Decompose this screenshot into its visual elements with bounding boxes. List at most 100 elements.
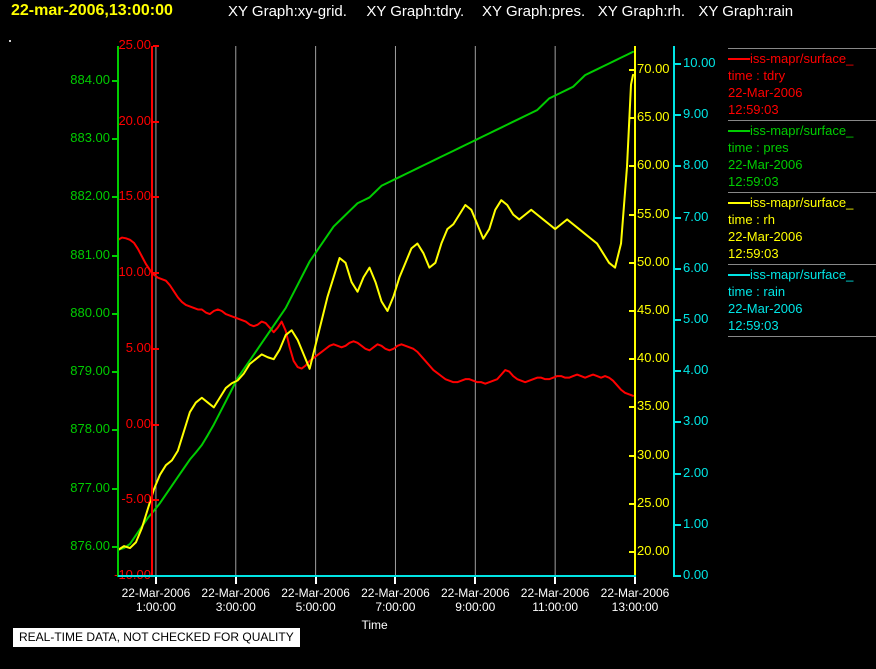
axis-tick-rh-3 xyxy=(629,406,635,409)
legend-entry-tdry[interactable]: iss-mapr/surface_ time : tdry 22-Mar-2006 1… xyxy=(728,48,876,120)
axis-line-pres xyxy=(117,46,119,577)
axis-tick-label-rh-5: 45.00 xyxy=(637,302,670,317)
axis-tick-label-pres-7: 883.00 xyxy=(70,130,110,146)
axis-tick-label-rain-10: 10.00 xyxy=(683,54,716,70)
axis-tick-label-rh-8: 60.00 xyxy=(637,157,670,173)
axis-tick-tdry-6 xyxy=(153,120,159,123)
axis-tick-rh-5 xyxy=(629,310,635,312)
legend-platform-row-rh: iss-mapr/surface_ xyxy=(728,194,876,211)
axis-tick-tdry-5 xyxy=(153,196,159,199)
window-title-bar: 22-mar-2006,13:00:00 XY Graph:xy-grid. XY… xyxy=(0,0,876,26)
status-bar: REAL-TIME DATA, NOT CHECKED FOR QUALITY xyxy=(13,628,300,647)
window-timestamp: 22-mar-2006,13:00:00 xyxy=(11,2,173,19)
axis-tick-pres-2 xyxy=(112,429,118,432)
x-axis-tick-3 xyxy=(394,577,397,584)
axis-tick-label-pres-3: 879.00 xyxy=(70,363,110,379)
axis-tick-label-rh-0: 20.00 xyxy=(637,542,670,558)
x-tick-time: 1:00:00 xyxy=(135,600,176,614)
axis-line-rh xyxy=(634,46,636,577)
axis-tick-rain-0 xyxy=(675,575,681,577)
axis-tick-label-rh-6: 50.00 xyxy=(637,253,670,269)
axis-tick-pres-0 xyxy=(112,545,118,548)
window-title-1: XY Graph:xy-grid. xyxy=(228,3,347,20)
x-axis-title: Time xyxy=(361,618,388,632)
axis-tick-rh-4 xyxy=(629,358,635,361)
axis-tick-rh-2 xyxy=(629,454,635,457)
axis-tick-rain-7 xyxy=(675,216,681,219)
axis-tick-rh-10 xyxy=(629,69,635,72)
x-tick-date: 22-Mar-2006 xyxy=(201,586,271,600)
legend-entry-rain[interactable]: iss-mapr/surface_ time : rain 22-Mar-2006 1… xyxy=(728,264,876,336)
axis-tick-label-tdry-0: -10.00 xyxy=(114,567,151,582)
axis-tick-pres-6 xyxy=(112,196,118,199)
x-axis-tick-label-2: 22-Mar-2006 5:00:00 xyxy=(266,586,366,614)
legend-entry-pres[interactable]: iss-mapr/surface_time : pres 22-Mar-2006 1… xyxy=(728,120,876,192)
x-axis-tick-label-6: 22-Mar-2006 13:00:00 xyxy=(585,586,685,614)
x-tick-time: 3:00:00 xyxy=(215,600,256,614)
x-tick-time: 13:00:00 xyxy=(611,600,659,614)
axis-tick-rh-6 xyxy=(629,261,635,264)
x-axis-tick-6 xyxy=(634,577,636,584)
axis-tick-label-rh-2: 30.00 xyxy=(637,446,670,462)
axis-tick-rain-9 xyxy=(675,114,681,117)
axis-tick-pres-5 xyxy=(112,254,118,257)
axis-tick-rh-7 xyxy=(629,213,635,216)
axis-tick-pres-3 xyxy=(112,371,118,374)
x-tick-time: 5:00:00 xyxy=(295,600,336,614)
legend-entry-rh[interactable]: iss-mapr/surface_ time : rh 22-Mar-2006 12:… xyxy=(728,192,876,264)
legend-platform-row-tdry: iss-mapr/surface_ xyxy=(728,50,876,67)
axis-tick-rain-2 xyxy=(675,472,681,475)
axis-tick-rain-10 xyxy=(675,62,681,65)
legend-field-label-pres: time : pres xyxy=(728,140,789,155)
plot-area xyxy=(118,46,635,576)
legend-color-swatch-pres xyxy=(728,130,750,132)
axis-tick-label-tdry-6: 20.00 xyxy=(118,112,151,128)
x-axis-tick-label-1: 22-Mar-2006 3:00:00 xyxy=(186,586,286,614)
x-axis-tick-1 xyxy=(234,577,237,584)
legend-date-label-rh: 22-Mar-2006 xyxy=(728,229,803,244)
axis-tick-label-tdry-1: -5.00 xyxy=(121,491,151,507)
x-tick-time: 9:00:00 xyxy=(455,600,496,614)
x-axis-tick-label-5: 22-Mar-2006 11:00:00 xyxy=(505,586,605,614)
legend-date-label-tdry: 22-Mar-2006 xyxy=(728,85,803,100)
axis-tick-label-rh-7: 55.00 xyxy=(637,205,670,221)
legend-platform-label-pres: iss-mapr/surface_ xyxy=(750,123,854,138)
axis-tick-label-pres-4: 880.00 xyxy=(70,304,110,320)
axis-tick-label-rh-3: 35.00 xyxy=(637,398,670,414)
axis-tick-label-rh-4: 40.00 xyxy=(637,350,670,366)
axis-tick-rh-0 xyxy=(629,550,635,553)
axis-tick-label-rain-5: 5.00 xyxy=(683,310,709,326)
axis-tick-label-rain-2: 2.00 xyxy=(683,464,709,480)
legend-time-label-pres: 12:59:03 xyxy=(728,174,779,189)
x-axis-tick-5 xyxy=(554,577,557,584)
x-axis-tick-label-3: 22-Mar-2006 7:00:00 xyxy=(345,586,445,614)
legend-field-label-rh: time : rh xyxy=(728,212,775,227)
axis-tick-rain-4 xyxy=(675,370,681,373)
x-axis-tick-0 xyxy=(154,577,157,584)
axis-tick-rh-8 xyxy=(629,165,635,168)
axis-tick-label-rh-9: 65.00 xyxy=(637,109,670,125)
axis-tick-pres-1 xyxy=(112,487,118,490)
axis-tick-rh-1 xyxy=(629,502,635,505)
axis-tick-tdry-2 xyxy=(153,423,159,426)
axis-line-bottom xyxy=(118,575,636,577)
axis-tick-label-rh-10: 70.00 xyxy=(637,61,670,77)
axis-tick-label-pres-5: 881.00 xyxy=(70,246,110,262)
axis-tick-label-pres-2: 878.00 xyxy=(70,421,110,437)
x-tick-date: 22-Mar-2006 xyxy=(440,586,510,600)
axis-tick-tdry-7 xyxy=(153,45,159,47)
axis-tick-tdry-4 xyxy=(153,272,159,275)
window-title-5: XY Graph:rain xyxy=(698,3,794,20)
axis-tick-label-pres-0: 876.00 xyxy=(70,537,110,553)
axis-tick-rain-8 xyxy=(675,165,681,168)
axis-tick-tdry-3 xyxy=(153,347,159,350)
axis-tick-label-tdry-3: 5.00 xyxy=(125,339,151,355)
x-axis-tick-label-4: 22-Mar-2006 9:00:00 xyxy=(425,586,525,614)
legend-date-label-pres: 22-Mar-2006 xyxy=(728,157,803,172)
axis-tick-label-pres-1: 877.00 xyxy=(70,479,110,495)
axis-tick-tdry-1 xyxy=(153,499,159,502)
axis-tick-pres-4 xyxy=(112,312,118,315)
axis-tick-label-rain-9: 9.00 xyxy=(683,106,709,122)
legend-platform-label-tdry: iss-mapr/surface_ xyxy=(750,51,854,66)
